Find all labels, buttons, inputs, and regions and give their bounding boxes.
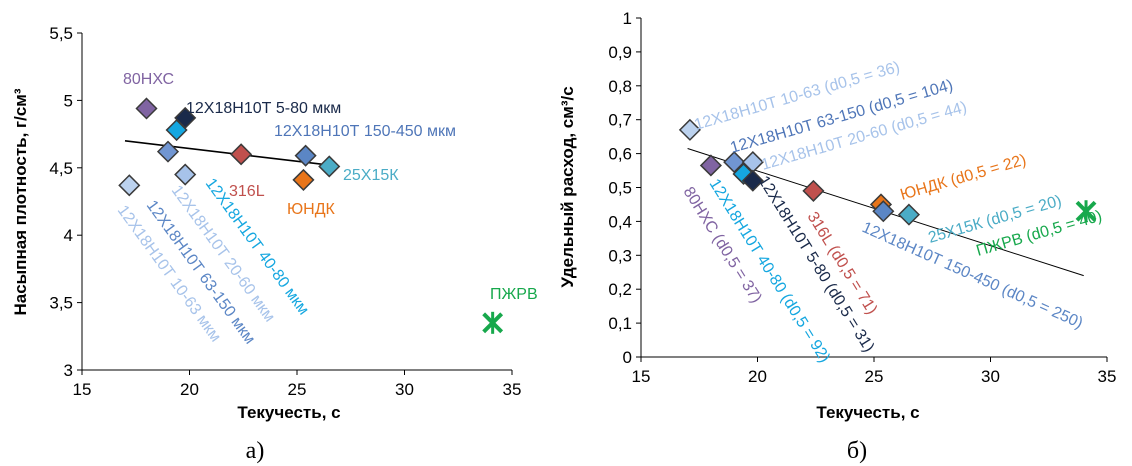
chartB-y-tick-label: 0,8 <box>608 77 632 96</box>
chart-a-label-25x15k: 25Х15К <box>343 167 399 184</box>
chartB-y-tick-label: 0,7 <box>608 111 632 130</box>
chartB-point-5 <box>741 169 764 192</box>
chartB-y-tick-label: 0,5 <box>608 179 632 198</box>
chart-a-label-yundk: ЮНДК <box>287 201 336 218</box>
chartA-point-2 <box>156 140 180 163</box>
chartA-point-6 <box>230 143 253 166</box>
chart-a-label-5-80: 12Х18Н10Т 5-80 мкм <box>186 100 341 117</box>
chart-b-y-label: Удельный расход, см³/с <box>558 86 577 287</box>
chartA-point-1 <box>135 97 158 120</box>
chartA-point-5 <box>174 106 197 129</box>
chart-a-x-label: Текучесть, с <box>237 403 340 422</box>
chartB-y-tick-label: 0,9 <box>608 43 632 62</box>
chartB-y-tick-label: 0,1 <box>608 314 632 333</box>
chartB-point-2 <box>723 151 746 174</box>
chartA-y-tick-label: 3 <box>64 361 73 380</box>
chartA-point-10 <box>482 311 504 334</box>
chartB-x-tick-label: 20 <box>748 367 767 386</box>
chartA-x-tick-label: 20 <box>180 380 199 399</box>
chartB-y-tick-label: 0 <box>623 348 632 367</box>
chartB-y-tick-label: 0,4 <box>608 212 632 231</box>
chartA-point-8 <box>294 144 317 167</box>
chartB-y-tick-label: 0,2 <box>608 280 632 299</box>
chartB-point-9 <box>897 203 921 226</box>
chart-a-label-80nhs: 80НХС <box>123 71 174 88</box>
chart-a: 3 3,5 4 4,5 5 5,5 15 20 25 30 35 Текучесть, с Нас… <box>11 24 538 464</box>
chartB-x-tick-label: 15 <box>632 367 651 386</box>
chartA-y-tick-label: 5,5 <box>49 24 73 43</box>
chartA-y-tick-label: 4,5 <box>49 159 73 178</box>
chart-b-x-label: Текучесть, с <box>816 403 919 422</box>
chartB-point-0 <box>678 118 701 141</box>
chartB-x-tick-label: 35 <box>1098 367 1117 386</box>
chartB-point-1 <box>699 154 722 177</box>
chartB-x-tick-label: 30 <box>981 367 1000 386</box>
chartA-point-0 <box>118 174 141 197</box>
chart-a-y-label: Насыпная плотность, г/см³ <box>11 88 30 315</box>
chart-a-label-150-450: 12Х18Н10Т 150-450 мкм <box>274 123 456 140</box>
chartA-y-tick-label: 4 <box>64 226 73 245</box>
chartB-point-10 <box>1075 200 1097 223</box>
chartA-x-tick-label: 30 <box>395 380 414 399</box>
chartB-point-8 <box>872 200 895 223</box>
chart-a-trendline <box>124 140 330 166</box>
chartA-point-9 <box>318 155 341 178</box>
chart-a-label-316l: 316L <box>229 183 265 200</box>
chartA-point-7 <box>292 168 315 191</box>
chartB-y-tick-label: 0,6 <box>608 145 632 164</box>
chart-b: 0 0,1 0,2 0,3 0,4 0,5 0,6 0,7 0,8 0,9 1 15 20 25 30 35… <box>558 9 1116 464</box>
chartB-y-tick-label: 0,3 <box>608 246 632 265</box>
chart-a-caption: а) <box>246 438 265 464</box>
chartA-x-tick-label: 25 <box>288 380 307 399</box>
chart-a-label-pzhrv: ПЖРВ <box>490 286 538 303</box>
chartA-y-tick-label: 5 <box>64 91 73 110</box>
chartB-point-6 <box>802 179 825 202</box>
chartA-x-tick-label: 15 <box>73 380 92 399</box>
chartA-x-tick-label: 35 <box>503 380 522 399</box>
chart-b-caption: б) <box>847 438 867 464</box>
chartB-x-tick-label: 25 <box>865 367 884 386</box>
chartA-point-4 <box>174 163 197 186</box>
chartA-y-tick-label: 3,5 <box>49 294 73 313</box>
chart-b-label-yundk: ЮНДК (d0,5 = 22) <box>898 152 1028 204</box>
chartB-y-tick-label: 1 <box>623 9 632 28</box>
